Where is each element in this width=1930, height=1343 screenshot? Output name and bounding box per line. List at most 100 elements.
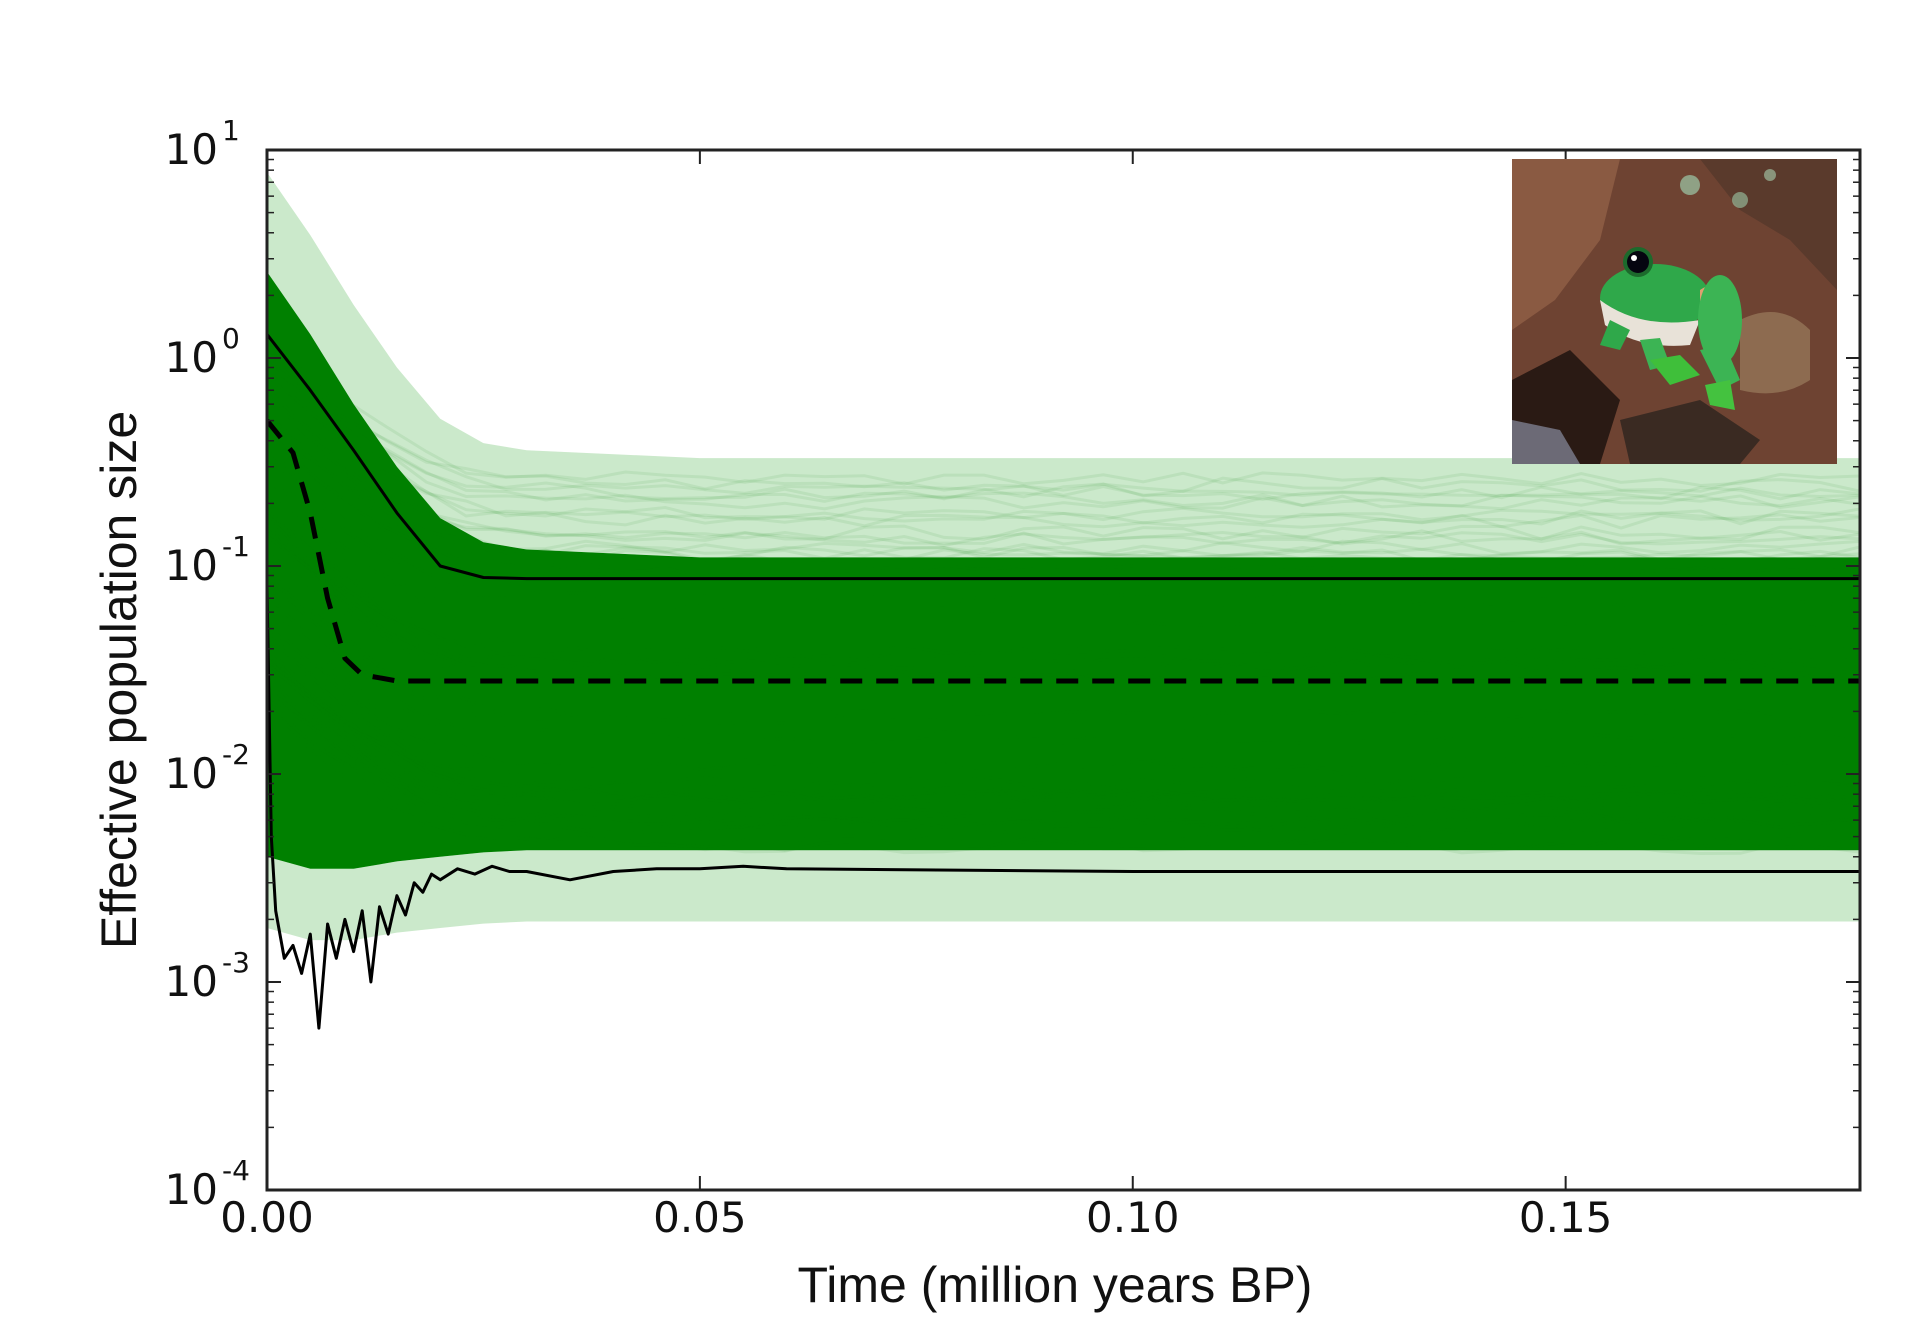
- sample-trace: [267, 630, 1860, 778]
- x-tick-label: 0.05: [653, 1193, 747, 1242]
- sample-trace: [267, 535, 1860, 685]
- sample-trace: [267, 656, 1860, 806]
- sample-trace: [267, 682, 1860, 827]
- sample-trace: [267, 510, 1860, 657]
- sample-trace: [267, 353, 1860, 501]
- x-axis-title: Time (million years BP): [798, 1257, 1313, 1313]
- sample-trace: [267, 418, 1860, 574]
- sample-trace: [267, 673, 1860, 824]
- sample-trace: [267, 686, 1860, 831]
- sample-trace: [267, 593, 1860, 745]
- series-lines: [267, 333, 1860, 1030]
- sample-trace: [267, 523, 1860, 673]
- sample-trace: [267, 428, 1860, 580]
- plot-area: [267, 172, 1860, 1030]
- axis-ticks: [266, 149, 1860, 1191]
- sample-trace: [267, 367, 1860, 522]
- sample-trace: [267, 700, 1860, 850]
- sample-trace: [267, 393, 1860, 548]
- y-tick-base: 10: [165, 125, 218, 174]
- sample-trace: [267, 657, 1860, 803]
- sample-trace: [267, 687, 1860, 833]
- sample-trace: [267, 659, 1860, 806]
- sample-trace: [267, 635, 1860, 790]
- confidence-band: [267, 271, 1860, 869]
- y-tick-base: 10: [165, 1165, 218, 1214]
- sample-trace: [267, 568, 1860, 717]
- x-tick-label: 0.00: [220, 1193, 314, 1242]
- sample-trace: [267, 339, 1860, 493]
- sample-trace: [267, 449, 1860, 602]
- y-tick-exponent: -4: [222, 1154, 250, 1187]
- y-tick-label: 10 1: [165, 114, 240, 174]
- y-tick-label: 10 -4: [165, 1154, 250, 1214]
- sample-trace: [267, 395, 1860, 546]
- sample-trace: [267, 530, 1860, 686]
- sample-trace: [267, 576, 1860, 724]
- y-tick-exponent: 0: [222, 322, 240, 355]
- y-tick-label: 10 -3: [165, 946, 250, 1006]
- sample-trace: [267, 472, 1860, 616]
- sample-trace: [267, 492, 1860, 636]
- x-tick-label: 0.10: [1086, 1193, 1180, 1242]
- sample-trace: [267, 642, 1860, 789]
- sample-trace: [267, 410, 1860, 565]
- sample-trace: [267, 364, 1860, 508]
- sample-trace: [267, 355, 1860, 511]
- frog-photo-inset: [1512, 159, 1837, 464]
- sample-trace: [267, 664, 1860, 815]
- band-halo-lower: [267, 850, 1860, 941]
- sample-trace: [267, 375, 1860, 530]
- sample-trace: [267, 513, 1860, 663]
- y-tick-exponent: -2: [222, 738, 250, 771]
- sample-trace: [267, 408, 1860, 563]
- sample-trace: [267, 387, 1860, 541]
- y-axis-title: Effective population size: [91, 411, 147, 949]
- sample-trace: [267, 477, 1860, 629]
- sample-trace: [267, 665, 1860, 821]
- x-tick-labels: 0.00 0.05 0.10 0.15: [220, 1193, 1612, 1242]
- sample-trace: [267, 527, 1860, 674]
- sample-trace: [267, 374, 1860, 526]
- sample-trace: [267, 515, 1860, 671]
- y-tick-base: 10: [165, 541, 218, 590]
- series-line-lower-bound: [267, 586, 1860, 1030]
- y-tick-exponent: -1: [222, 530, 250, 563]
- sample-trace: [267, 674, 1860, 829]
- band-area: [267, 271, 1860, 869]
- sample-trace: [267, 550, 1860, 698]
- sample-trace: [267, 662, 1860, 805]
- sample-trace: [267, 647, 1860, 798]
- y-tick-exponent: -3: [222, 946, 250, 979]
- y-tick-exponent: 1: [222, 114, 240, 147]
- sample-traces: [267, 338, 1860, 856]
- sample-trace: [267, 698, 1860, 842]
- sample-trace: [267, 401, 1860, 556]
- frog-icon: [1600, 247, 1742, 410]
- sample-trace: [267, 707, 1860, 853]
- sample-trace: [267, 625, 1860, 772]
- sample-trace: [267, 509, 1860, 659]
- sample-trace: [267, 587, 1860, 735]
- sample-trace: [267, 338, 1860, 488]
- sample-trace: [267, 648, 1860, 804]
- y-tick-label: 10 0: [165, 322, 240, 382]
- sample-trace: [267, 702, 1860, 856]
- y-tick-base: 10: [165, 749, 218, 798]
- sample-trace: [267, 599, 1860, 747]
- sample-trace: [267, 653, 1860, 796]
- sample-trace: [267, 657, 1860, 812]
- y-tick-label: 10 -1: [165, 530, 250, 590]
- band-halo-upper: [267, 172, 1860, 558]
- sample-trace: [267, 618, 1860, 771]
- sample-trace: [267, 356, 1860, 499]
- sample-trace: [267, 694, 1860, 837]
- y-tick-base: 10: [165, 957, 218, 1006]
- sample-trace: [267, 513, 1860, 669]
- x-tick-label: 0.15: [1519, 1193, 1613, 1242]
- plot-frame: [265, 148, 1862, 1192]
- sample-trace: [267, 534, 1860, 681]
- sample-trace: [267, 415, 1860, 562]
- sample-trace: [267, 612, 1860, 759]
